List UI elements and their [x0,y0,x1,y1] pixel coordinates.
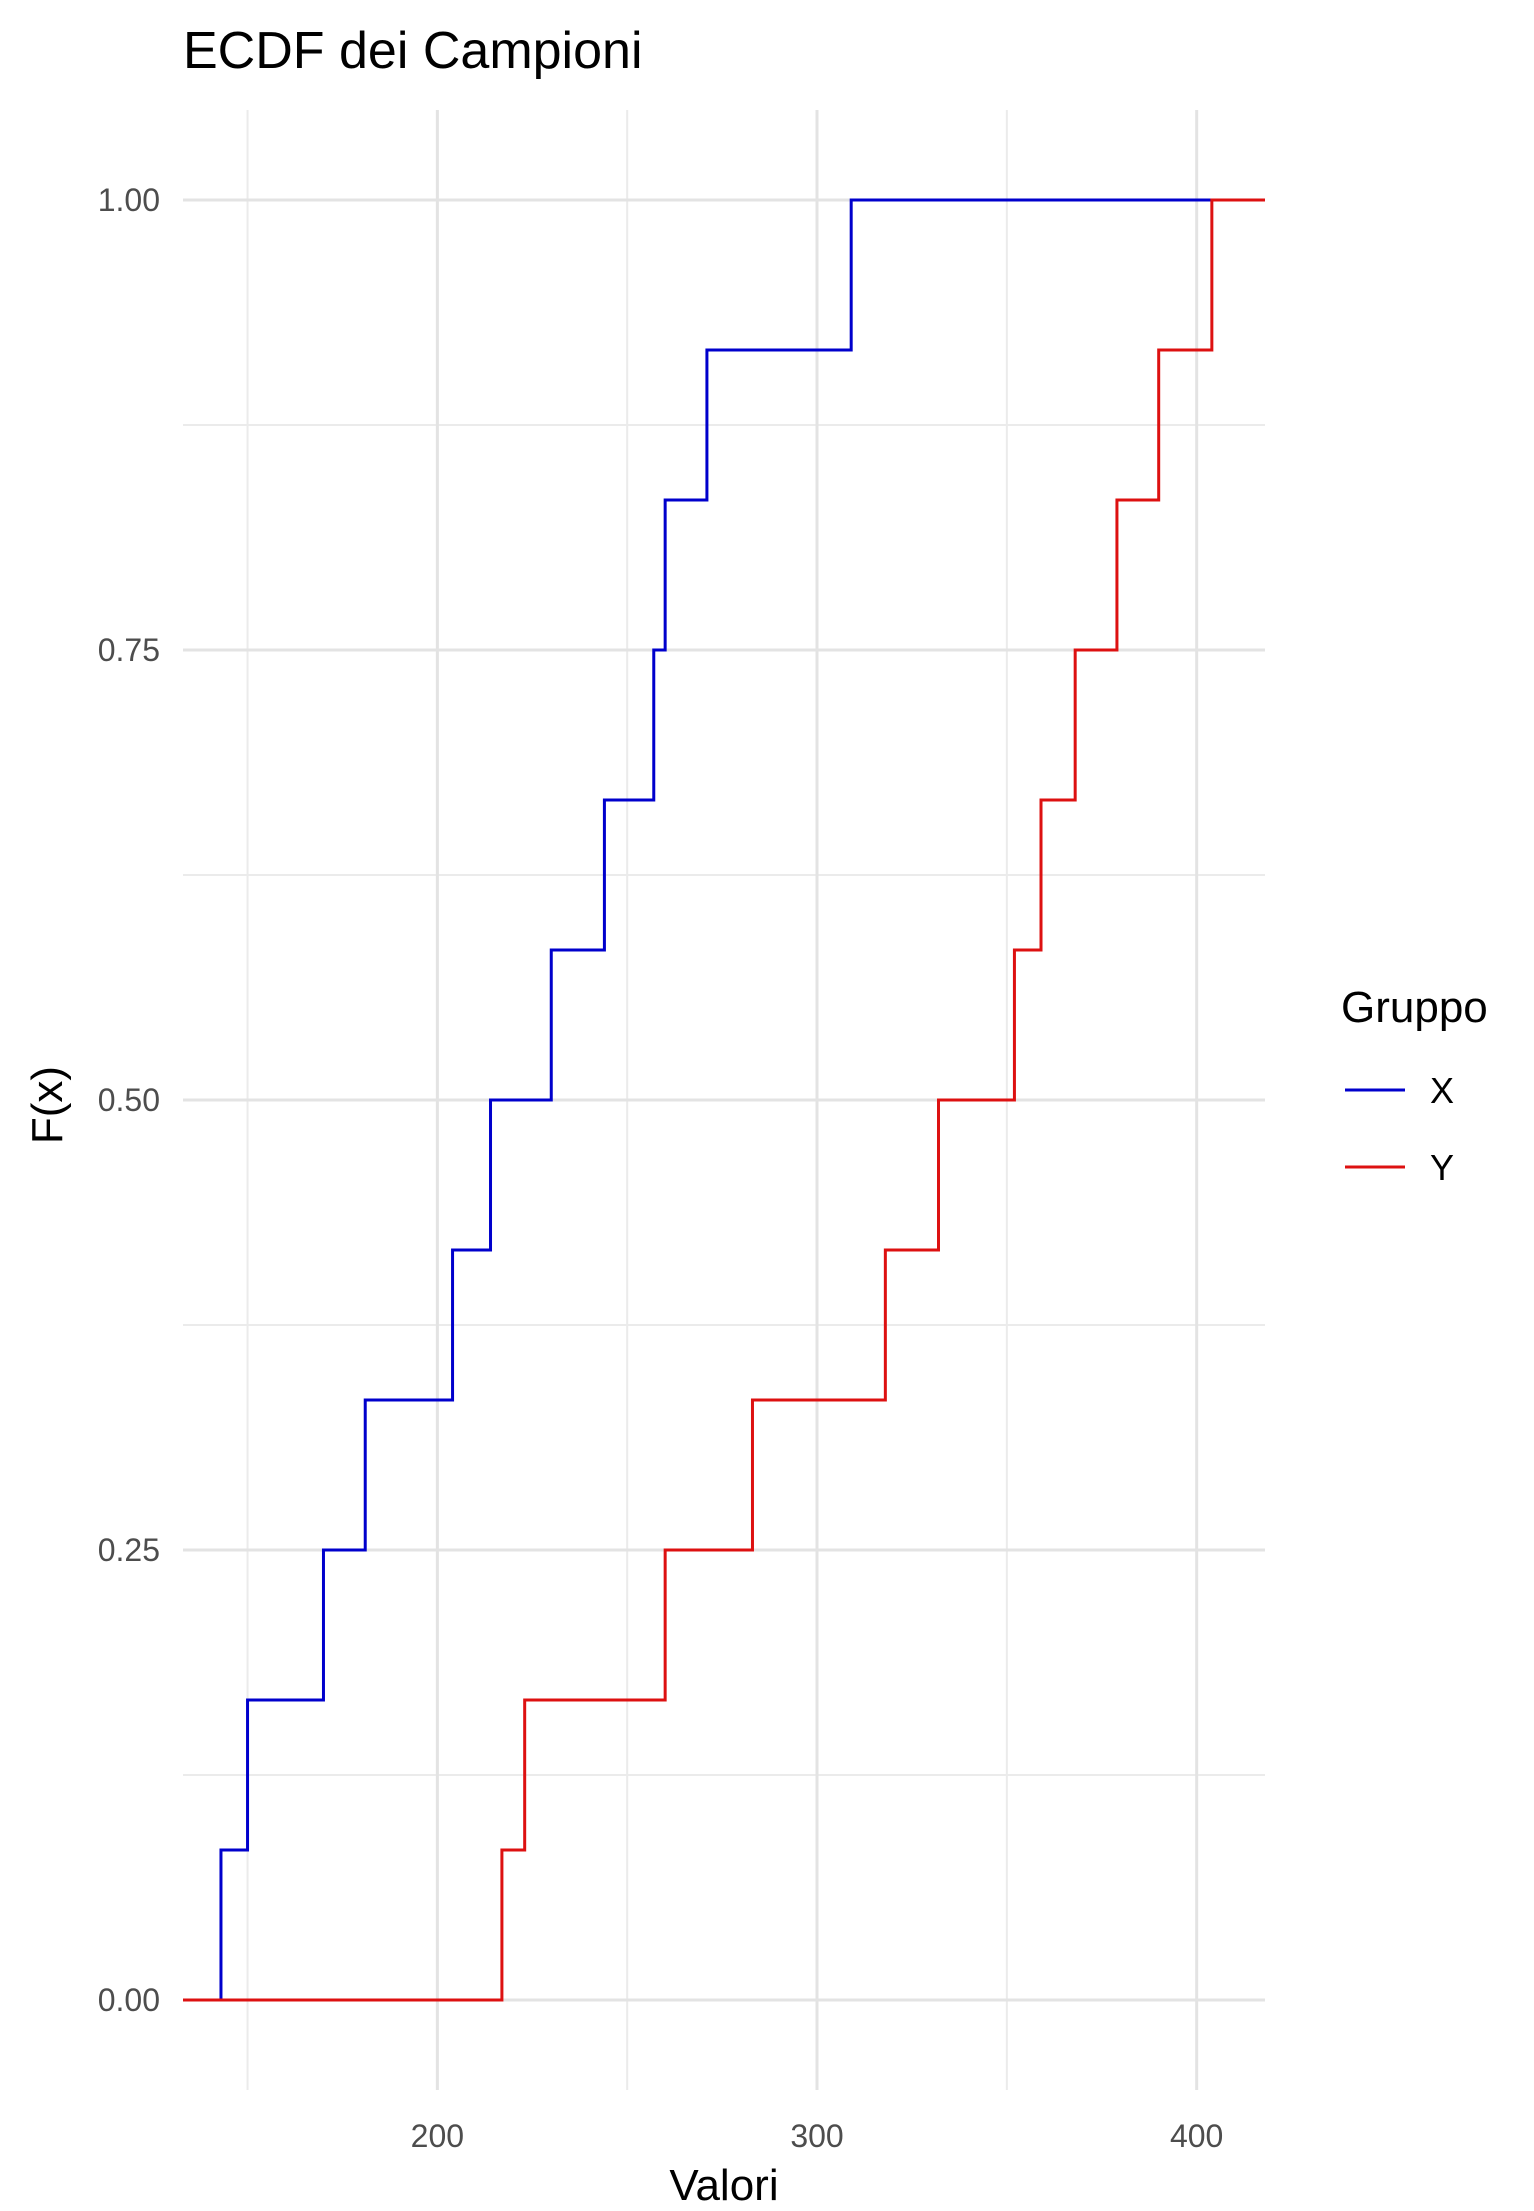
x-tick-label: 400 [1170,2118,1223,2154]
legend-label-x: X [1430,1070,1454,1111]
x-tick-label: 300 [790,2118,843,2154]
ecdf-line-x [183,198,1265,2002]
legend: Gruppo XY [1341,983,1488,1188]
chart-title: ECDF dei Campioni [183,22,643,80]
x-axis-ticks: 200 300 400 [411,2118,1224,2154]
y-tick-label: 0.75 [98,632,160,668]
ecdf-line-y [183,198,1265,2002]
y-tick-label: 1.00 [98,182,160,218]
y-axis-ticks: 0.00 0.25 0.50 0.75 1.00 [98,182,160,2018]
series-lines [183,198,1265,2002]
y-tick-label: 0.50 [98,1082,160,1118]
legend-title: Gruppo [1341,983,1488,1032]
x-tick-label: 200 [411,2118,464,2154]
y-tick-label: 0.25 [98,1532,160,1568]
major-gridlines [183,110,1265,2090]
y-tick-label: 0.00 [98,1982,160,2018]
x-axis-title: Valori [669,2161,778,2210]
y-axis-title: F(x) [23,1066,72,1144]
legend-label-y: Y [1430,1147,1454,1188]
